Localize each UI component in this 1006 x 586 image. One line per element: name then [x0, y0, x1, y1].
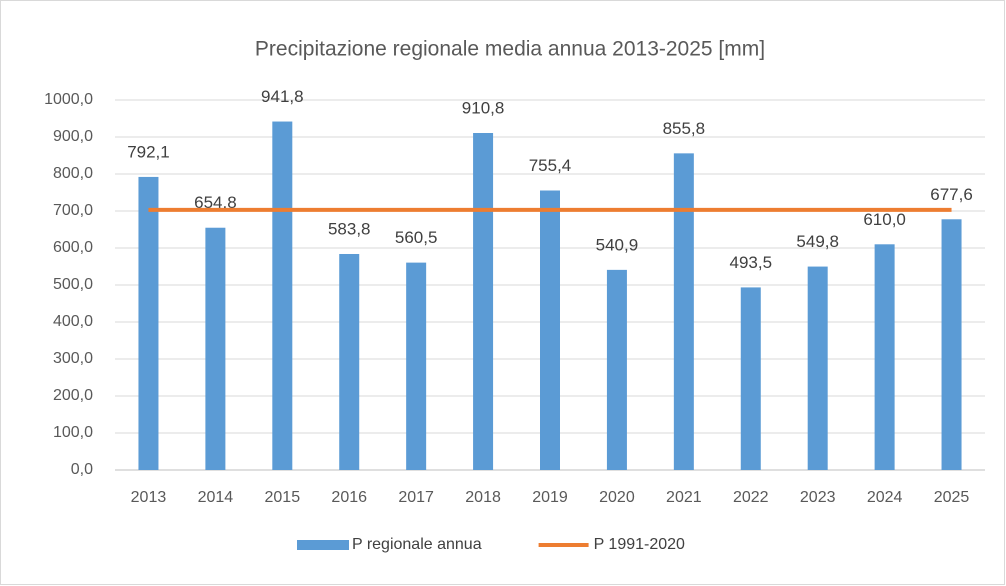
x-tick-label: 2020 [599, 489, 635, 506]
bar [540, 190, 560, 470]
y-tick-label: 200,0 [53, 387, 93, 404]
x-tick-label: 2018 [465, 489, 501, 506]
y-tick-label: 900,0 [53, 128, 93, 145]
bar [272, 121, 293, 470]
data-label: 493,5 [729, 253, 772, 272]
data-label: 549,8 [796, 232, 839, 251]
y-tick-label: 100,0 [53, 424, 93, 441]
bar [606, 269, 627, 470]
chart-title: Precipitazione regionale media annua 201… [255, 38, 765, 61]
x-tick-label: 2016 [331, 489, 367, 506]
data-label: 560,5 [395, 228, 438, 247]
y-tick-label: 500,0 [53, 276, 93, 293]
x-tick-label: 2014 [198, 489, 234, 506]
x-tick-label: 2025 [934, 489, 970, 506]
bar [673, 153, 694, 470]
y-tick-label: 300,0 [53, 350, 93, 367]
data-label: 910,8 [462, 98, 505, 117]
y-tick-label: 0,0 [71, 461, 93, 478]
bar [138, 176, 159, 470]
x-tick-label: 2021 [666, 489, 702, 506]
data-label: 855,8 [663, 119, 706, 138]
bar [339, 253, 360, 470]
data-label: 610,0 [863, 210, 906, 229]
bar [205, 227, 226, 470]
y-tick-label: 700,0 [53, 202, 93, 219]
bar [874, 244, 895, 470]
x-tick-label: 2013 [131, 489, 167, 506]
y-tick-label: 400,0 [53, 313, 93, 330]
data-label: 792,1 [127, 142, 170, 161]
legend-swatch [297, 540, 349, 550]
bar [941, 219, 962, 470]
x-tick-label: 2019 [532, 489, 568, 506]
x-tick-label: 2024 [867, 489, 903, 506]
bar [807, 266, 828, 470]
bar [740, 287, 761, 470]
data-label: 941,8 [261, 87, 304, 106]
data-label: 677,6 [930, 185, 973, 204]
y-tick-label: 800,0 [53, 165, 93, 182]
x-tick-label: 2022 [733, 489, 769, 506]
y-tick-label: 1000,0 [44, 91, 93, 108]
data-label: 540,9 [596, 235, 639, 254]
data-label: 755,4 [529, 156, 572, 175]
y-tick-label: 600,0 [53, 239, 93, 256]
bar [473, 133, 494, 470]
bar [406, 262, 427, 470]
x-tick-label: 2017 [398, 489, 434, 506]
x-tick-label: 2015 [265, 489, 301, 506]
x-tick-label: 2023 [800, 489, 836, 506]
legend-label: P 1991-2020 [594, 536, 685, 553]
data-label: 654,8 [194, 193, 237, 212]
data-label: 583,8 [328, 219, 371, 238]
legend-label: P regionale annua [352, 536, 482, 553]
